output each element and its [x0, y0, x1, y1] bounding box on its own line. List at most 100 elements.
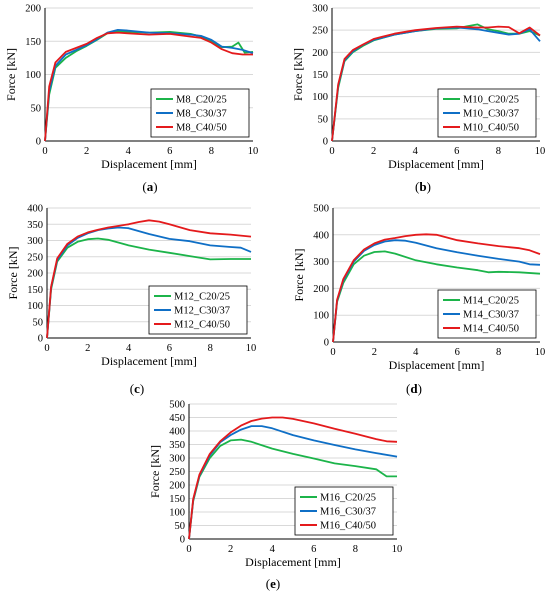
legend-label: M8_C30/37 [176, 109, 227, 120]
x-tick-label: 6 [167, 343, 172, 354]
legend-label: M14_C40/50 [463, 324, 519, 335]
legend-label: M14_C30/37 [463, 310, 519, 321]
caption-d: (d) [406, 381, 422, 396]
legend-label: M8_C40/50 [176, 123, 227, 134]
y-tick-label: 500 [169, 400, 185, 411]
y-tick-label: 100 [313, 311, 329, 322]
legend-label: M12_C20/25 [174, 292, 230, 303]
y-tick-label: 300 [313, 257, 329, 268]
y-tick-label: 0 [38, 334, 43, 345]
series-line-M16-C20-25 [188, 438, 397, 540]
y-axis-label: Force [kN] [291, 48, 305, 101]
y-tick-label: 100 [312, 92, 328, 103]
series-line-M8-C30-37 [44, 28, 254, 142]
y-axis-label: Force [kN] [4, 48, 18, 101]
x-tick-label: 10 [248, 146, 259, 157]
y-tick-label: 50 [33, 317, 44, 328]
series-line-M12-C20-25 [46, 237, 251, 339]
x-axis-label: Displacement [mm] [101, 354, 197, 368]
x-tick-label: 2 [228, 544, 233, 555]
y-tick-label: 0 [324, 338, 329, 349]
y-tick-label: 0 [323, 137, 328, 148]
x-tick-label: 8 [353, 544, 358, 555]
legend-label: M10_C30/37 [463, 109, 519, 120]
y-tick-label: 200 [27, 269, 43, 280]
x-tick-label: 4 [413, 146, 419, 157]
x-tick-label: 10 [246, 343, 257, 354]
chart-a: 0 50 100 150 200 0 2 4 6 8 10 Displacement [mm] Forc… [4, 4, 259, 172]
y-tick-label: 100 [169, 508, 185, 519]
x-tick-label: 2 [372, 347, 377, 358]
legend-label: M16_C20/25 [320, 493, 376, 504]
x-tick-label: 4 [413, 347, 419, 358]
y-tick-label: 300 [27, 236, 43, 247]
y-tick-label: 400 [169, 427, 185, 438]
legend-label: M16_C40/50 [320, 521, 376, 532]
x-tick-label: 10 [535, 146, 546, 157]
y-tick-label: 200 [313, 284, 329, 295]
legend-box [437, 289, 537, 339]
caption-a: (a) [142, 179, 158, 194]
y-axis-label: Force [kN] [6, 247, 20, 300]
series-line-M14-C40-50 [332, 233, 541, 343]
caption-b: (b) [415, 179, 431, 194]
x-tick-label: 10 [535, 347, 546, 358]
legend-label: M14_C20/25 [463, 296, 519, 307]
x-tick-label: 8 [208, 343, 213, 354]
x-tick-label: 4 [126, 146, 132, 157]
y-tick-label: 50 [175, 521, 186, 532]
series-line-M12-C30-37 [46, 226, 252, 339]
x-tick-label: 10 [392, 544, 403, 555]
y-tick-label: 100 [27, 301, 43, 312]
chart-b: 0 50 100 150 200 250 300 0 2 4 6 8 10 Displacement [m… [291, 4, 546, 172]
y-tick-label: 200 [169, 481, 185, 492]
y-tick-label: 150 [25, 37, 41, 48]
x-axis-label: Displacement [mm] [245, 555, 341, 569]
legend-box [294, 486, 394, 536]
x-tick-label: 4 [126, 343, 132, 354]
series-line-M10-C40-50 [331, 25, 541, 142]
y-tick-label: 350 [169, 440, 185, 451]
series-line-M8-C40-50 [44, 31, 253, 142]
x-tick-label: 6 [455, 347, 460, 358]
x-tick-label: 0 [330, 347, 335, 358]
y-tick-label: 500 [313, 204, 329, 215]
x-tick-label: 0 [42, 146, 47, 157]
y-tick-label: 400 [27, 204, 43, 215]
x-tick-label: 6 [167, 146, 172, 157]
legend-label: M12_C40/50 [174, 320, 230, 331]
x-tick-label: 8 [496, 347, 501, 358]
chart-e: 0 50 100 150 200 250 300 350 400 450 500 0 2 4 6 8 10 Dis… [148, 400, 403, 570]
y-tick-label: 150 [312, 70, 328, 81]
x-tick-label: 0 [329, 146, 334, 157]
legend-label: M10_C40/50 [463, 123, 519, 134]
y-axis-label: Force [kN] [292, 249, 306, 302]
y-tick-label: 150 [27, 285, 43, 296]
y-tick-label: 300 [169, 454, 185, 465]
series-line-M16-C40-50 [188, 416, 398, 540]
y-tick-label: 50 [31, 103, 42, 114]
series-line-M12-C40-50 [46, 219, 252, 339]
x-tick-label: 6 [311, 544, 316, 555]
x-tick-label: 0 [186, 544, 191, 555]
chart-c: 0 50 100 150 200 250 300 350 400 0 2 4 6 8 10 Displacem… [6, 204, 257, 369]
y-axis-label: Force [kN] [148, 445, 162, 498]
y-tick-label: 250 [169, 467, 185, 478]
x-axis-label: Displacement [mm] [389, 358, 485, 372]
y-tick-label: 0 [36, 137, 41, 148]
legend-label: M12_C30/37 [174, 306, 230, 317]
caption-e: (e) [265, 576, 281, 591]
y-tick-label: 450 [169, 413, 185, 424]
y-tick-label: 150 [169, 494, 185, 505]
x-tick-label: 4 [270, 544, 276, 555]
legend-label: M10_C20/25 [463, 95, 519, 106]
y-tick-label: 50 [318, 114, 329, 125]
x-tick-label: 8 [209, 146, 214, 157]
x-axis-label: Displacement [mm] [388, 157, 484, 171]
x-tick-label: 2 [371, 146, 376, 157]
y-tick-label: 100 [25, 70, 41, 81]
x-axis-label: Displacement [mm] [101, 157, 197, 171]
chart-d: 0 100 200 300 400 500 0 2 4 6 8 10 Displacement [mm]… [292, 204, 546, 373]
y-tick-label: 200 [25, 4, 41, 15]
x-tick-label: 8 [496, 146, 501, 157]
